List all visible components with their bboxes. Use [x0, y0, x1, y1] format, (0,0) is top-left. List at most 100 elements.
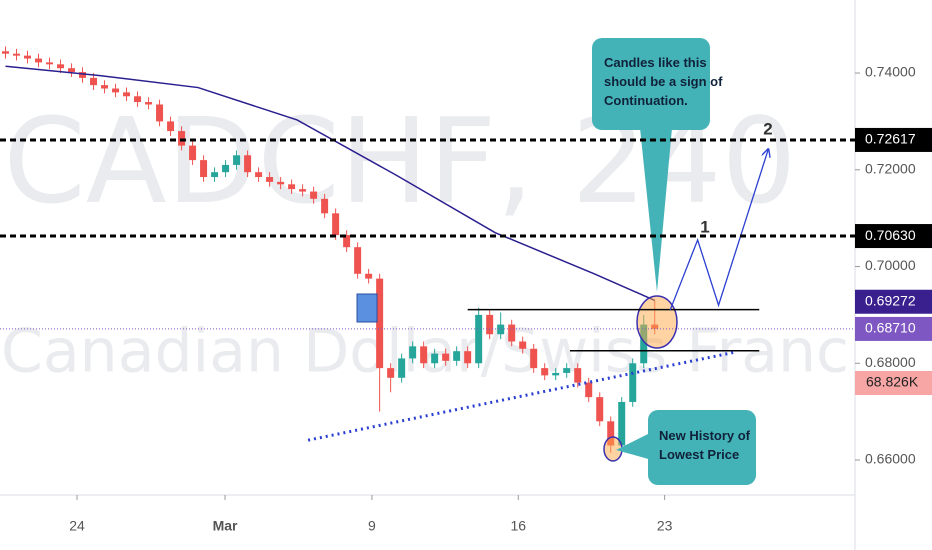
candle-body: [530, 348, 538, 369]
y-tick-label: 0.66000: [865, 451, 916, 467]
annotations: Candles like this should be a sign of Co…: [0, 38, 932, 485]
candle-body: [563, 368, 571, 373]
candle-body: [189, 145, 197, 161]
candle-body: [233, 155, 241, 165]
y-tick-label: 0.70000: [865, 257, 916, 273]
volume-label: 68.826K: [866, 374, 919, 390]
candle-body: [112, 88, 120, 93]
candle-body: [134, 96, 142, 103]
candle-body: [387, 368, 395, 378]
candle-body: [68, 68, 76, 73]
y-tick-label: 0.68000: [865, 354, 916, 370]
y-tick-label: 0.74000: [865, 64, 916, 80]
price-label: 0.68710: [865, 320, 916, 336]
candle-body: [574, 368, 582, 383]
candle-body: [101, 85, 109, 89]
drawn-line: [669, 150, 768, 311]
callout: [592, 38, 710, 130]
y-tick-label: 0.72000: [865, 160, 916, 176]
moving-average: [5, 65, 656, 302]
candle-body: [607, 421, 615, 446]
candle-body: [299, 189, 307, 192]
target-label: 2: [763, 119, 772, 138]
candle-body: [464, 351, 472, 364]
candle-body: [46, 62, 54, 65]
candle-body: [376, 278, 384, 369]
callout-line: Lowest Price: [659, 447, 739, 462]
candle-body: [442, 353, 450, 361]
price-label: 0.69272: [865, 292, 916, 308]
callout: [648, 410, 756, 485]
candle-body: [90, 77, 98, 86]
candle-body: [222, 164, 230, 173]
candle-body: [200, 160, 208, 178]
volume-label-box: [855, 371, 932, 395]
candle-body: [288, 184, 296, 190]
candle-body: [57, 64, 65, 69]
candle-body: [167, 121, 175, 132]
candle-body: [244, 155, 252, 173]
candle-body: [332, 213, 340, 236]
candle-body: [420, 346, 428, 364]
candle-body: [640, 324, 648, 364]
callout-line: Continuation.: [604, 93, 688, 108]
candle-body: [596, 397, 604, 422]
candle-body: [123, 92, 131, 97]
callout-line: should be a sign of: [604, 74, 723, 89]
callout-text: New History of Lowest Price: [659, 428, 754, 462]
candle-body: [508, 324, 516, 342]
candle-body: [13, 53, 21, 56]
plot: 0.66000 0.68000 0.70000 0.72000 0.74000 24 Mar…: [2, 46, 916, 534]
callout-line: Candles like this: [604, 55, 707, 70]
candle-body: [552, 372, 560, 376]
marker-square: [356, 293, 378, 323]
candle-body: [24, 55, 32, 59]
candle-body: [475, 314, 483, 364]
price-label-box: [855, 289, 932, 314]
candle-body: [431, 353, 439, 364]
price-label-box: [855, 127, 932, 152]
price-label-box: [855, 316, 932, 341]
x-tick-label: 24: [69, 518, 85, 534]
price-label-box: [855, 224, 932, 249]
callout-text: Candles like this should be a sign of Co…: [604, 55, 726, 108]
candle-body: [453, 351, 461, 361]
target-label: 1: [700, 217, 709, 236]
candle-body: [585, 382, 593, 398]
x-tick-label: Mar: [213, 518, 238, 534]
candle-body: [178, 131, 186, 146]
candle-body: [486, 314, 494, 335]
candle-body: [629, 363, 637, 402]
drawn-line: [307, 350, 736, 442]
candle-body: [409, 346, 417, 359]
candle-body: [343, 235, 351, 248]
price-label: 0.72617: [865, 131, 916, 147]
candle-body: [2, 51, 10, 54]
callout-pointer: [616, 432, 652, 460]
candle-body: [519, 341, 527, 349]
callout-pointer: [640, 128, 672, 292]
candle-body: [266, 177, 274, 182]
candle-body: [277, 181, 285, 185]
x-tick-label: 16: [510, 518, 526, 534]
callout-line: New History of: [659, 428, 751, 443]
x-tick-label: 9: [368, 518, 376, 534]
price-label: 0.70630: [865, 227, 916, 243]
highlight-circle: [636, 295, 678, 349]
candle-body: [156, 104, 164, 122]
candle-body: [35, 58, 43, 63]
candle-body: [321, 198, 329, 214]
candle-body: [310, 191, 318, 199]
candle-body: [79, 72, 87, 78]
candle-body: [541, 368, 549, 376]
candle-body: [497, 324, 505, 335]
candle-body: [354, 247, 362, 274]
x-tick-label: 23: [657, 518, 673, 534]
candle-body: [255, 172, 263, 178]
candle-body: [398, 358, 406, 378]
candle-body: [211, 172, 219, 178]
candle-body: [365, 273, 373, 279]
candle-body: [618, 401, 626, 446]
